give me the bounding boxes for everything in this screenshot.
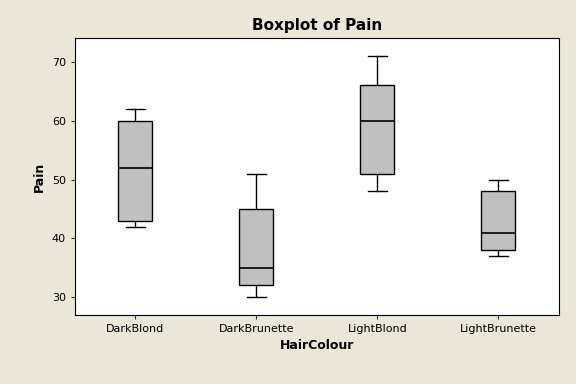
Title: Boxplot of Pain: Boxplot of Pain bbox=[252, 18, 382, 33]
X-axis label: HairColour: HairColour bbox=[279, 339, 354, 353]
FancyBboxPatch shape bbox=[240, 209, 273, 285]
FancyBboxPatch shape bbox=[119, 121, 152, 221]
Y-axis label: Pain: Pain bbox=[33, 162, 46, 192]
FancyBboxPatch shape bbox=[482, 191, 515, 250]
FancyBboxPatch shape bbox=[361, 86, 394, 174]
